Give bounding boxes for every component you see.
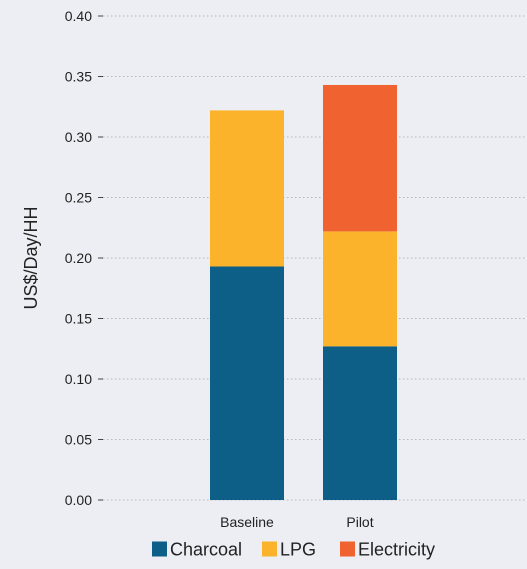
y-tick-label: 0.05 [65, 432, 92, 448]
bar-pilot-lpg [323, 231, 397, 347]
legend-swatch [262, 541, 277, 557]
y-tick-label: 0.20 [65, 250, 92, 266]
bars [210, 84, 397, 500]
y-tick-label: 0.25 [65, 190, 92, 206]
y-tick-label: 0.35 [65, 69, 92, 85]
x-tick-label: Baseline [220, 514, 274, 530]
y-tick-label: 0.00 [65, 492, 92, 508]
bar-baseline-lpg [210, 110, 284, 267]
y-tick-label: 0.10 [65, 371, 92, 387]
y-tick-label: 0.30 [65, 129, 92, 145]
x-axis: Baseline Pilot [220, 514, 374, 530]
gridlines [103, 15, 527, 501]
legend-item-charcoal: Charcoal [152, 540, 242, 560]
legend-item-lpg: LPG [262, 540, 316, 560]
y-axis-title: US$/Day/HH [21, 206, 41, 309]
y-tick-label: 0.40 [65, 8, 92, 24]
legend-swatch [340, 541, 355, 557]
legend-label: Electricity [358, 540, 435, 560]
legend-label: Charcoal [170, 540, 242, 560]
legend-label: LPG [280, 540, 316, 560]
legend-item-electricity: Electricity [340, 540, 435, 560]
legend: Charcoal LPG Electricity [152, 540, 435, 560]
legend-swatch [152, 541, 167, 557]
y-tick-label: 0.15 [65, 311, 92, 327]
bar-baseline-charcoal [210, 266, 284, 500]
bar-pilot-electricity [323, 84, 397, 232]
y-axis: 0.00 0.05 0.10 0.15 0.20 0.25 0.30 0.35 0.40 [65, 8, 103, 508]
x-tick-label: Pilot [346, 514, 373, 530]
bar-pilot-charcoal [323, 346, 397, 500]
